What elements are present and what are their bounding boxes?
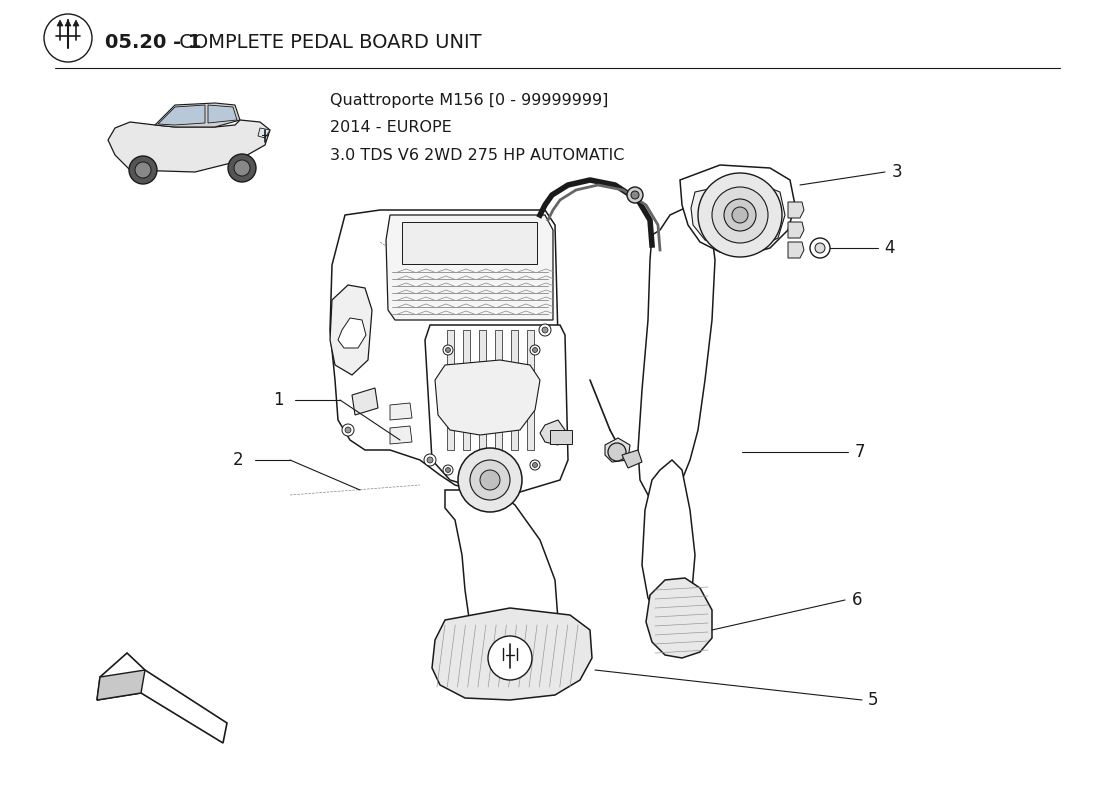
Polygon shape [108, 120, 270, 172]
Text: 2: 2 [233, 451, 243, 469]
Text: COMPLETE PEDAL BOARD UNIT: COMPLETE PEDAL BOARD UNIT [173, 33, 482, 51]
Polygon shape [425, 325, 568, 492]
Circle shape [631, 191, 639, 199]
Circle shape [129, 156, 157, 184]
Polygon shape [646, 578, 712, 658]
Polygon shape [478, 330, 486, 450]
Circle shape [228, 154, 256, 182]
Circle shape [608, 443, 626, 461]
Circle shape [532, 462, 538, 467]
Bar [402, 222, 537, 264]
Circle shape [732, 207, 748, 223]
Polygon shape [155, 103, 240, 127]
Circle shape [627, 187, 644, 203]
Circle shape [470, 460, 510, 500]
Polygon shape [390, 426, 412, 444]
Polygon shape [97, 670, 145, 700]
Polygon shape [788, 242, 804, 258]
Polygon shape [258, 128, 270, 138]
Text: 3: 3 [892, 163, 903, 181]
Circle shape [342, 424, 354, 436]
Circle shape [497, 457, 503, 463]
Circle shape [532, 347, 538, 353]
Text: 2014 - EUROPE: 2014 - EUROPE [330, 121, 452, 135]
Polygon shape [495, 330, 502, 450]
Polygon shape [330, 210, 558, 492]
Text: 1: 1 [273, 391, 284, 409]
Polygon shape [390, 403, 412, 420]
Circle shape [480, 470, 501, 490]
Circle shape [443, 465, 453, 475]
Polygon shape [97, 653, 227, 743]
Polygon shape [338, 318, 366, 348]
Circle shape [458, 448, 522, 512]
Circle shape [530, 345, 540, 355]
Polygon shape [638, 208, 715, 500]
Polygon shape [57, 20, 63, 26]
Circle shape [488, 636, 532, 680]
Text: 7: 7 [855, 443, 866, 461]
Text: 5: 5 [868, 691, 879, 709]
Text: 4: 4 [884, 239, 894, 257]
Polygon shape [621, 450, 642, 468]
Polygon shape [386, 215, 553, 320]
Polygon shape [158, 105, 205, 125]
Circle shape [446, 467, 451, 473]
Polygon shape [540, 420, 565, 445]
Circle shape [44, 14, 92, 62]
Circle shape [698, 173, 782, 257]
Circle shape [724, 199, 756, 231]
Polygon shape [605, 438, 630, 462]
Polygon shape [330, 285, 372, 375]
Circle shape [424, 454, 436, 466]
Circle shape [494, 454, 506, 466]
Polygon shape [352, 388, 378, 415]
Text: 3.0 TDS V6 2WD 275 HP AUTOMATIC: 3.0 TDS V6 2WD 275 HP AUTOMATIC [330, 149, 625, 163]
Polygon shape [446, 490, 558, 672]
Polygon shape [788, 222, 804, 238]
Circle shape [446, 347, 451, 353]
Circle shape [542, 327, 548, 333]
Circle shape [443, 345, 453, 355]
Polygon shape [65, 20, 72, 26]
Circle shape [427, 457, 433, 463]
Bar [550, 430, 572, 444]
Polygon shape [512, 330, 518, 450]
Circle shape [234, 160, 250, 176]
Polygon shape [208, 105, 236, 123]
Text: Quattroporte M156 [0 - 99999999]: Quattroporte M156 [0 - 99999999] [330, 93, 608, 107]
Polygon shape [642, 460, 695, 618]
Polygon shape [527, 330, 534, 450]
Circle shape [530, 460, 540, 470]
Circle shape [135, 162, 151, 178]
Polygon shape [434, 360, 540, 435]
Polygon shape [447, 330, 454, 450]
Circle shape [815, 243, 825, 253]
Circle shape [810, 238, 830, 258]
Polygon shape [680, 165, 795, 255]
Circle shape [345, 427, 351, 433]
Polygon shape [432, 608, 592, 700]
Circle shape [712, 187, 768, 243]
Polygon shape [463, 330, 470, 450]
Text: 05.20 - 1: 05.20 - 1 [104, 33, 201, 51]
Polygon shape [73, 20, 79, 26]
Polygon shape [691, 180, 785, 248]
Text: 6: 6 [852, 591, 862, 609]
Circle shape [539, 324, 551, 336]
Polygon shape [788, 202, 804, 218]
